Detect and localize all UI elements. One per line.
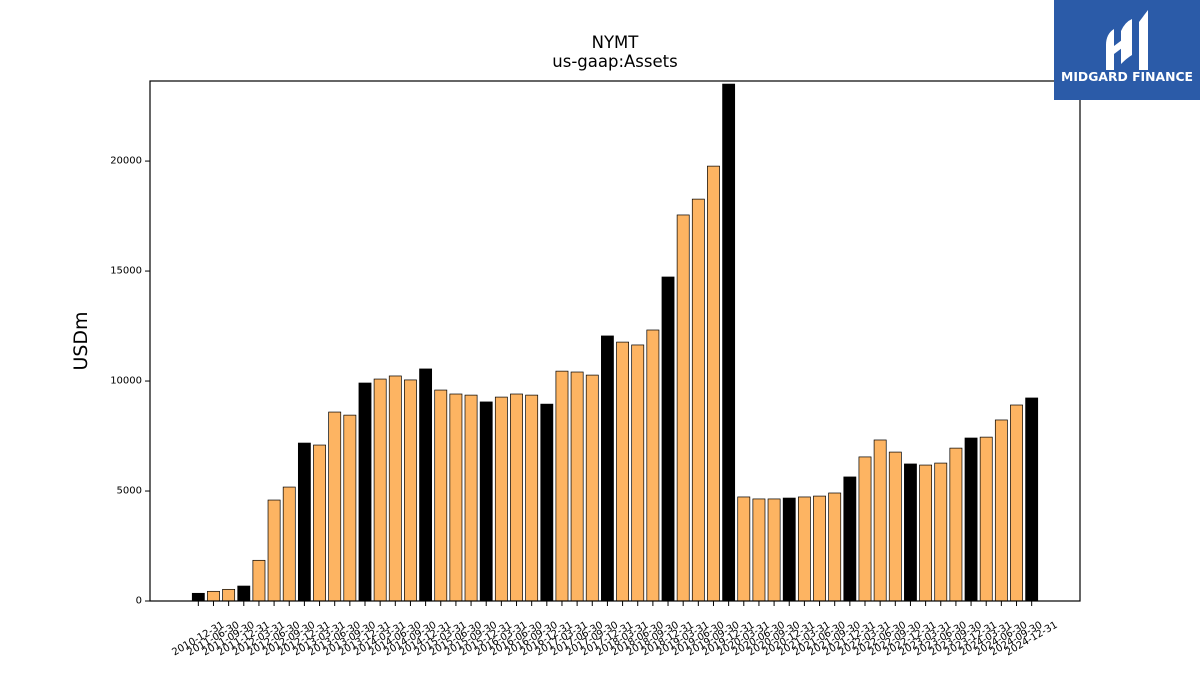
chart-title: NYMT — [592, 33, 640, 52]
plot-frame — [149, 80, 1081, 602]
y-tick-label: 10000 — [110, 376, 142, 387]
bar — [873, 439, 887, 602]
y-axis-label: USDm — [70, 311, 92, 370]
chart-subtitle: us-gaap:Assets — [552, 52, 677, 71]
bar — [297, 442, 311, 602]
bar — [722, 83, 736, 602]
bar — [494, 396, 508, 602]
bar — [919, 464, 933, 602]
bar — [752, 498, 766, 602]
bar — [631, 344, 645, 602]
bar — [343, 414, 357, 602]
bar — [313, 444, 326, 602]
logo-text: MIDGARD FINANCE — [1061, 70, 1193, 84]
bar — [1025, 397, 1039, 602]
bar — [419, 368, 433, 602]
y-tick-label: 0 — [136, 596, 142, 607]
bar — [904, 463, 917, 602]
bar — [782, 497, 796, 602]
logo-icon-connector — [1114, 40, 1122, 54]
bar — [828, 492, 842, 602]
bar — [540, 403, 554, 602]
bar — [388, 375, 402, 602]
bar — [434, 389, 448, 602]
bar — [237, 585, 251, 602]
bar — [676, 214, 690, 602]
y-axis: 0 5000 10000 15000 20000 — [110, 156, 150, 607]
bar — [601, 335, 614, 602]
bar — [858, 456, 872, 602]
y-tick-label: 20000 — [110, 156, 142, 167]
bar — [616, 341, 629, 602]
bar — [964, 437, 978, 602]
bar — [843, 476, 857, 602]
bars-group — [191, 83, 1039, 602]
midgard-logo: MIDGARD FINANCE — [1054, 0, 1200, 100]
bar — [737, 496, 751, 602]
bar — [767, 498, 781, 602]
logo-icon-left-stroke — [1106, 29, 1114, 70]
bar — [585, 374, 599, 602]
bar — [797, 496, 811, 602]
logo-icon-middle-stroke — [1121, 19, 1132, 64]
bar — [661, 276, 675, 602]
bar — [267, 499, 281, 602]
bar — [282, 486, 296, 602]
bar — [691, 198, 705, 602]
bar — [464, 394, 478, 602]
bar — [358, 382, 372, 602]
bar — [646, 329, 660, 602]
bar — [207, 590, 220, 602]
bar — [252, 559, 266, 602]
bar — [1010, 404, 1023, 602]
bar — [570, 371, 584, 602]
x-axis: 2010-12-312011-06-302011-09-302011-12-31… — [170, 601, 1060, 658]
bar — [888, 451, 902, 602]
bar — [449, 393, 463, 602]
bar — [373, 378, 387, 602]
y-tick-label: 15000 — [110, 266, 142, 277]
bar — [328, 411, 342, 602]
logo-icon-right-stroke — [1139, 10, 1148, 70]
bar — [934, 462, 948, 602]
bar — [191, 592, 205, 602]
bar — [813, 495, 826, 602]
midgard-logo-icon — [1106, 10, 1148, 70]
y-tick-label: 5000 — [117, 486, 142, 497]
bar — [222, 588, 236, 602]
bar — [949, 447, 963, 602]
bar — [510, 393, 523, 602]
bar — [707, 165, 720, 602]
bar — [555, 370, 569, 602]
bar — [479, 401, 493, 602]
bar — [979, 436, 993, 602]
bar — [994, 419, 1008, 602]
bar — [525, 394, 539, 602]
bar — [404, 379, 417, 602]
